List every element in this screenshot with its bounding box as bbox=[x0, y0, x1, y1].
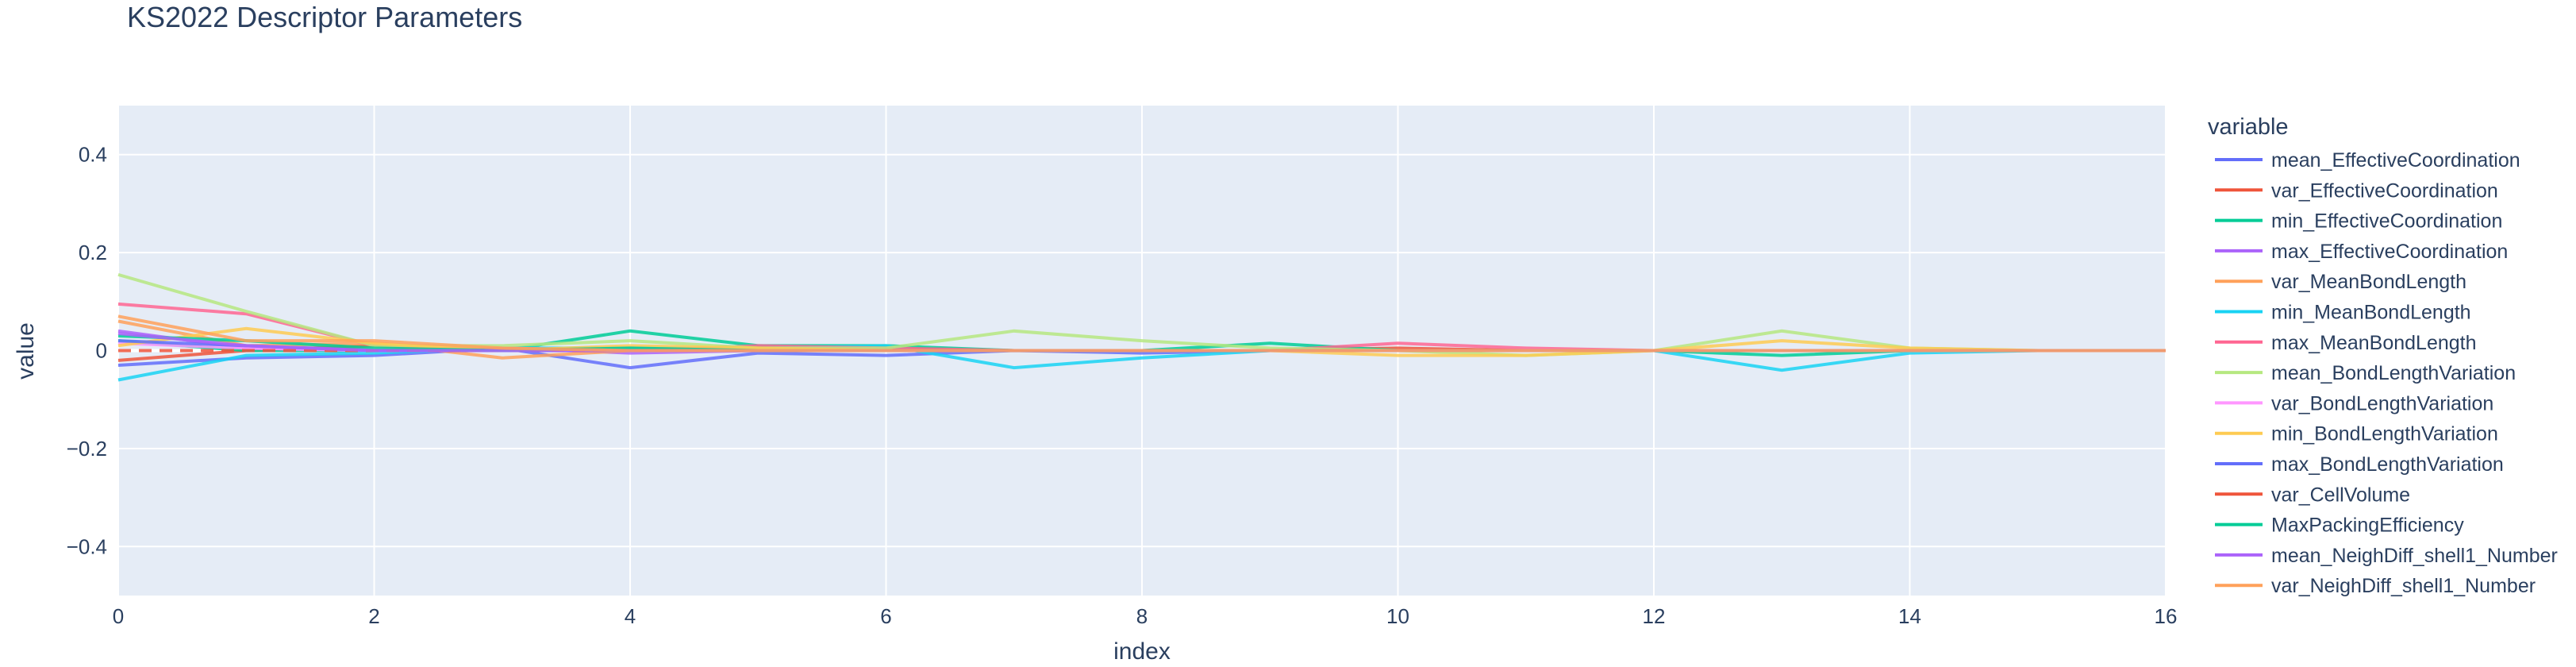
legend-item[interactable]: min_MeanBondLength bbox=[2215, 302, 2471, 324]
y-axis-ticks: −0.4 −0.2 0 0.2 0.4 bbox=[67, 143, 107, 559]
legend-label: max_BondLengthVariation bbox=[2271, 453, 2504, 476]
y-axis-title: value bbox=[13, 322, 39, 380]
legend-item[interactable]: mean_BondLengthVariation bbox=[2215, 362, 2516, 384]
legend-item[interactable]: var_MeanBondLength bbox=[2215, 271, 2466, 293]
series-lines bbox=[117, 272, 2166, 382]
legend-item[interactable]: mean_EffectiveCoordination bbox=[2215, 149, 2520, 172]
legend-label: var_NeighDiff_shell1_Number bbox=[2271, 575, 2536, 597]
legend-label: mean_BondLengthVariation bbox=[2271, 362, 2516, 384]
y-tick-label: 0.4 bbox=[79, 143, 107, 167]
legend-item[interactable]: min_EffectiveCoordination bbox=[2215, 210, 2502, 233]
x-tick-label: 12 bbox=[1643, 604, 1666, 628]
x-tick-label: 0 bbox=[113, 604, 124, 628]
x-axis-title: index bbox=[1113, 638, 1171, 665]
y-tick-label: 0 bbox=[96, 339, 107, 363]
legend-item[interactable]: mean_NeighDiff_shell1_Number bbox=[2215, 545, 2558, 567]
legend-label: mean_EffectiveCoordination bbox=[2271, 149, 2520, 172]
legend-item[interactable]: MaxPackingEfficiency bbox=[2215, 515, 2464, 537]
legend-label: max_MeanBondLength bbox=[2271, 332, 2477, 354]
x-tick-label: 2 bbox=[368, 604, 379, 628]
legend-item[interactable]: var_CellVolume bbox=[2215, 484, 2410, 506]
x-tick-label: 4 bbox=[625, 604, 636, 628]
x-tick-label: 14 bbox=[1898, 604, 1921, 628]
x-tick-label: 6 bbox=[880, 604, 891, 628]
legend-item[interactable]: var_NeighDiff_shell1_Number bbox=[2215, 575, 2536, 597]
legend-item[interactable]: var_BondLengthVariation bbox=[2215, 392, 2493, 414]
legend-label: var_EffectiveCoordination bbox=[2271, 179, 2498, 202]
legend-item[interactable]: max_MeanBondLength bbox=[2215, 332, 2477, 354]
legend-item[interactable]: var_EffectiveCoordination bbox=[2215, 179, 2498, 202]
x-tick-label: 8 bbox=[1136, 604, 1148, 628]
y-tick-label: 0.2 bbox=[79, 241, 107, 264]
legend-label: mean_NeighDiff_shell1_Number bbox=[2271, 545, 2558, 567]
legend: variable mean_EffectiveCoordination var_E… bbox=[2208, 114, 2558, 597]
legend-item[interactable]: max_BondLengthVariation bbox=[2215, 453, 2504, 476]
legend-item[interactable]: max_EffectiveCoordination bbox=[2215, 241, 2508, 263]
legend-label: var_MeanBondLength bbox=[2271, 271, 2466, 293]
legend-item[interactable]: min_BondLengthVariation bbox=[2215, 423, 2498, 445]
legend-title: variable bbox=[2208, 114, 2289, 140]
legend-label: var_CellVolume bbox=[2271, 484, 2410, 506]
x-tick-label: 10 bbox=[1386, 604, 1409, 628]
chart-title: KS2022 Descriptor Parameters bbox=[127, 1, 522, 33]
series-line[interactable] bbox=[117, 314, 2166, 353]
legend-label: min_MeanBondLength bbox=[2271, 302, 2471, 324]
x-tick-label: 16 bbox=[2155, 604, 2178, 628]
legend-label: min_BondLengthVariation bbox=[2271, 423, 2498, 445]
x-axis-ticks: 0 2 4 6 8 10 12 14 16 bbox=[113, 604, 2178, 628]
y-tick-label: −0.4 bbox=[67, 534, 107, 558]
legend-label: max_EffectiveCoordination bbox=[2271, 241, 2508, 263]
legend-label: MaxPackingEfficiency bbox=[2271, 515, 2464, 537]
legend-label: min_EffectiveCoordination bbox=[2271, 210, 2502, 233]
legend-label: var_BondLengthVariation bbox=[2271, 392, 2493, 414]
y-tick-label: −0.2 bbox=[67, 437, 107, 461]
